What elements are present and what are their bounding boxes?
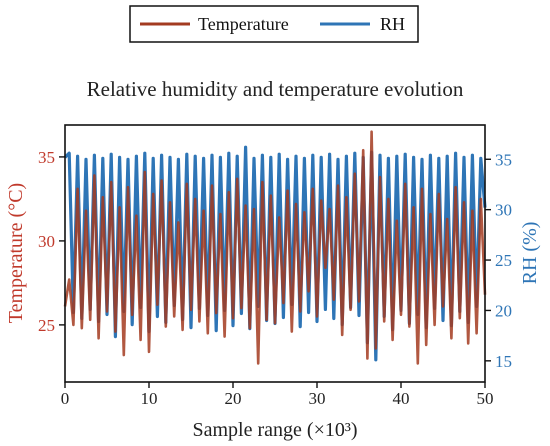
y-axis-left: 25 30 35	[38, 148, 65, 335]
y-right-tick-label: 30	[495, 201, 512, 220]
x-tick-label: 40	[393, 389, 410, 408]
y-axis-right: 15 20 25 30 35	[485, 150, 512, 371]
y-right-tick-label: 20	[495, 301, 512, 320]
y-right-tick-label: 35	[495, 150, 512, 169]
plot-frame	[64, 124, 486, 383]
y-left-tick-label: 35	[38, 148, 55, 167]
series-line-rh	[63, 145, 487, 362]
plot-area	[63, 130, 487, 365]
x-axis: 0 10 20 30 40 50	[61, 382, 494, 408]
x-tick-label: 0	[61, 389, 70, 408]
series-line-temperature	[63, 130, 487, 365]
x-tick-label: 20	[225, 389, 242, 408]
x-tick-label: 30	[309, 389, 326, 408]
legend-label-rh: RH	[380, 14, 405, 34]
y-left-tick-label: 30	[38, 232, 55, 251]
legend: Temperature RH	[129, 5, 419, 43]
x-tick-label: 10	[141, 389, 158, 408]
legend-label-temperature: Temperature	[198, 14, 289, 34]
y-right-tick-label: 15	[495, 352, 512, 371]
x-axis-title: Sample range (×10³)	[193, 419, 358, 441]
x-tick-label: 50	[477, 389, 494, 408]
y-left-tick-label: 25	[38, 316, 55, 335]
y-axis-left-title: Temperature (°C)	[5, 183, 27, 323]
y-right-tick-label: 25	[495, 251, 512, 270]
y-axis-right-title: RH (%)	[519, 222, 541, 285]
chart-title: Relative humidity and temperature evolut…	[87, 77, 464, 101]
